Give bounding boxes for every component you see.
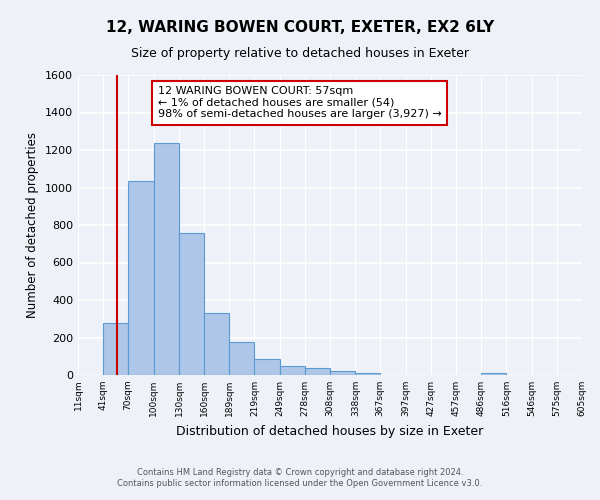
Bar [128, 181, 154, 375]
Bar [305, 368, 330, 375]
Text: 12 WARING BOWEN COURT: 57sqm
← 1% of detached houses are smaller (54)
98% of sem: 12 WARING BOWEN COURT: 57sqm ← 1% of det… [158, 86, 442, 120]
Bar [481, 373, 506, 375]
Bar [103, 322, 128, 375]
X-axis label: Distribution of detached houses by size in Exeter: Distribution of detached houses by size … [176, 424, 484, 438]
Y-axis label: Number of detached properties: Number of detached properties [26, 132, 40, 318]
Bar [154, 142, 179, 375]
Bar [330, 371, 355, 375]
Text: Size of property relative to detached houses in Exeter: Size of property relative to detached ho… [131, 48, 469, 60]
Bar [179, 234, 205, 375]
Bar [254, 359, 280, 375]
Bar [205, 313, 229, 375]
Text: 12, WARING BOWEN COURT, EXETER, EX2 6LY: 12, WARING BOWEN COURT, EXETER, EX2 6LY [106, 20, 494, 35]
Bar [280, 366, 305, 375]
Bar [229, 342, 254, 375]
Bar [355, 373, 380, 375]
Text: Contains HM Land Registry data © Crown copyright and database right 2024.
Contai: Contains HM Land Registry data © Crown c… [118, 468, 482, 487]
